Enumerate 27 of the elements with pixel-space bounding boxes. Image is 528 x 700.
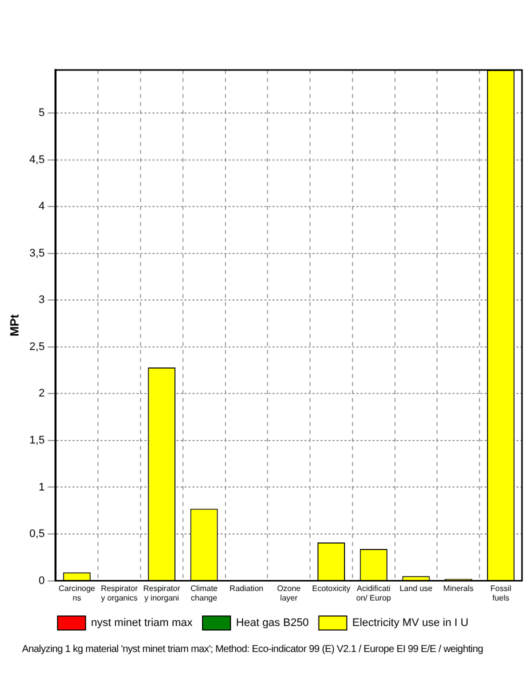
x-tick-label: Ozone layer bbox=[277, 584, 302, 602]
x-tick-label: Respirator y organics bbox=[100, 584, 138, 602]
y-tick-label: 2 bbox=[38, 388, 45, 400]
y-axis-title: MPt bbox=[8, 314, 22, 336]
x-tick-label: Land use bbox=[400, 584, 434, 593]
legend-label: Electricity MV use in I U bbox=[352, 617, 468, 630]
text: Analyzing 1 kg material 'nyst minet triam max'; Method: Eco-indicator 99 (E) V2.1 / Europe EI 99 E/E / weighting bbox=[22, 644, 484, 655]
x-tick-label: Fossil fuels bbox=[490, 584, 512, 602]
y-tick-label: 3,5 bbox=[29, 247, 45, 260]
y-tick-label: 1,5 bbox=[29, 434, 45, 446]
y-tick-label: 2,5 bbox=[29, 340, 45, 353]
y-tick-label: 1 bbox=[38, 481, 45, 494]
x-tick-label: Climate change bbox=[190, 584, 218, 602]
y-tick-label: 0 bbox=[38, 574, 45, 587]
legend-label: Heat gas B250 bbox=[236, 617, 309, 630]
x-tick-label: Carcinoge ns bbox=[58, 584, 96, 602]
x-tick-label: Respirator y inorgani bbox=[143, 584, 180, 602]
x-tick-label: Minerals bbox=[443, 584, 474, 593]
legend-label: nyst minet triam max bbox=[91, 617, 194, 630]
x-tick-label: Radiation bbox=[230, 584, 264, 593]
y-tick-label: 4 bbox=[38, 200, 45, 213]
x-tick-label: Acidificati on/ Europ bbox=[356, 584, 392, 602]
y-tick-label: 0,5 bbox=[29, 528, 45, 540]
y-tick-label: 4,5 bbox=[29, 154, 45, 166]
y-tick-label: 3 bbox=[38, 294, 45, 306]
y-tick-label: 5 bbox=[38, 107, 45, 120]
x-tick-label: Ecotoxicity bbox=[312, 584, 350, 593]
